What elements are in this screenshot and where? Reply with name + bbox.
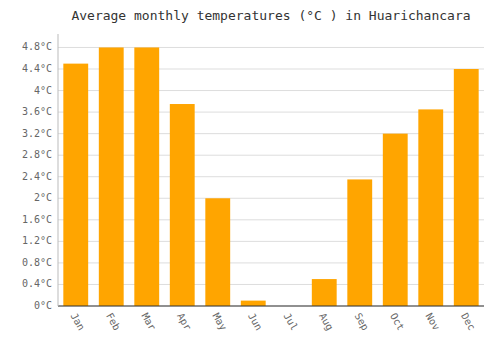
x-tick-label: Dec [459,311,478,332]
y-tick-label: 1.2°C [22,235,52,246]
x-tick-label: Feb [104,311,123,332]
x-tick-label: Mar [139,311,158,332]
x-tick-label: Oct [388,311,407,332]
y-ticks: 0°C 0.4°C 0.8°C 1.2°C 1.6°C 2°C 2.4°C 2.8°C 3.2°… [22,41,52,311]
x-tick-label: Nov [423,311,442,332]
bar [347,179,372,306]
x-tick-label: Jun [246,311,265,332]
x-tick-label: Aug [317,311,336,332]
chart-container: Average monthly temperatures (°C ) in Hu… [0,0,500,350]
y-tick-label: 4.8°C [22,41,52,52]
chart-svg: Average monthly temperatures (°C ) in Hu… [0,0,500,350]
bar [312,279,337,306]
y-tick-label: 0.4°C [22,278,52,289]
y-tick-label: 3.6°C [22,106,52,117]
y-tick-label: 4°C [34,85,52,96]
bar [454,69,479,306]
bar [418,109,443,306]
y-tick-label: 2.4°C [22,171,52,182]
bar [99,47,124,306]
x-tick-label: May [210,311,229,332]
x-tick-label: Apr [175,311,194,332]
bar [383,134,408,306]
x-axis-line [58,306,484,307]
x-tick-label: Sep [352,311,371,332]
y-tick-label: 3.2°C [22,128,52,139]
x-tick-label: Jul [281,311,300,332]
chart-title: Average monthly temperatures (°C ) in Hu… [71,8,470,23]
y-axis-line [58,34,59,306]
bar [63,64,88,306]
bar [170,104,195,306]
y-tick-label: 1.6°C [22,214,52,225]
x-tick-label: Jan [68,311,87,332]
y-tick-label: 4.4°C [22,63,52,74]
y-tick-label: 2°C [34,192,52,203]
y-tick-label: 0°C [34,300,52,311]
bar [241,301,266,306]
bar [205,198,230,306]
grid [58,47,484,306]
y-tick-label: 2.8°C [22,149,52,160]
bar [134,47,159,306]
y-tick-label: 0.8°C [22,257,52,268]
x-ticks: Jan Feb Mar Apr May Jun Jul Aug Sep Oct Nov Dec [68,311,477,332]
bars [63,47,478,306]
grid-line [58,306,484,307]
